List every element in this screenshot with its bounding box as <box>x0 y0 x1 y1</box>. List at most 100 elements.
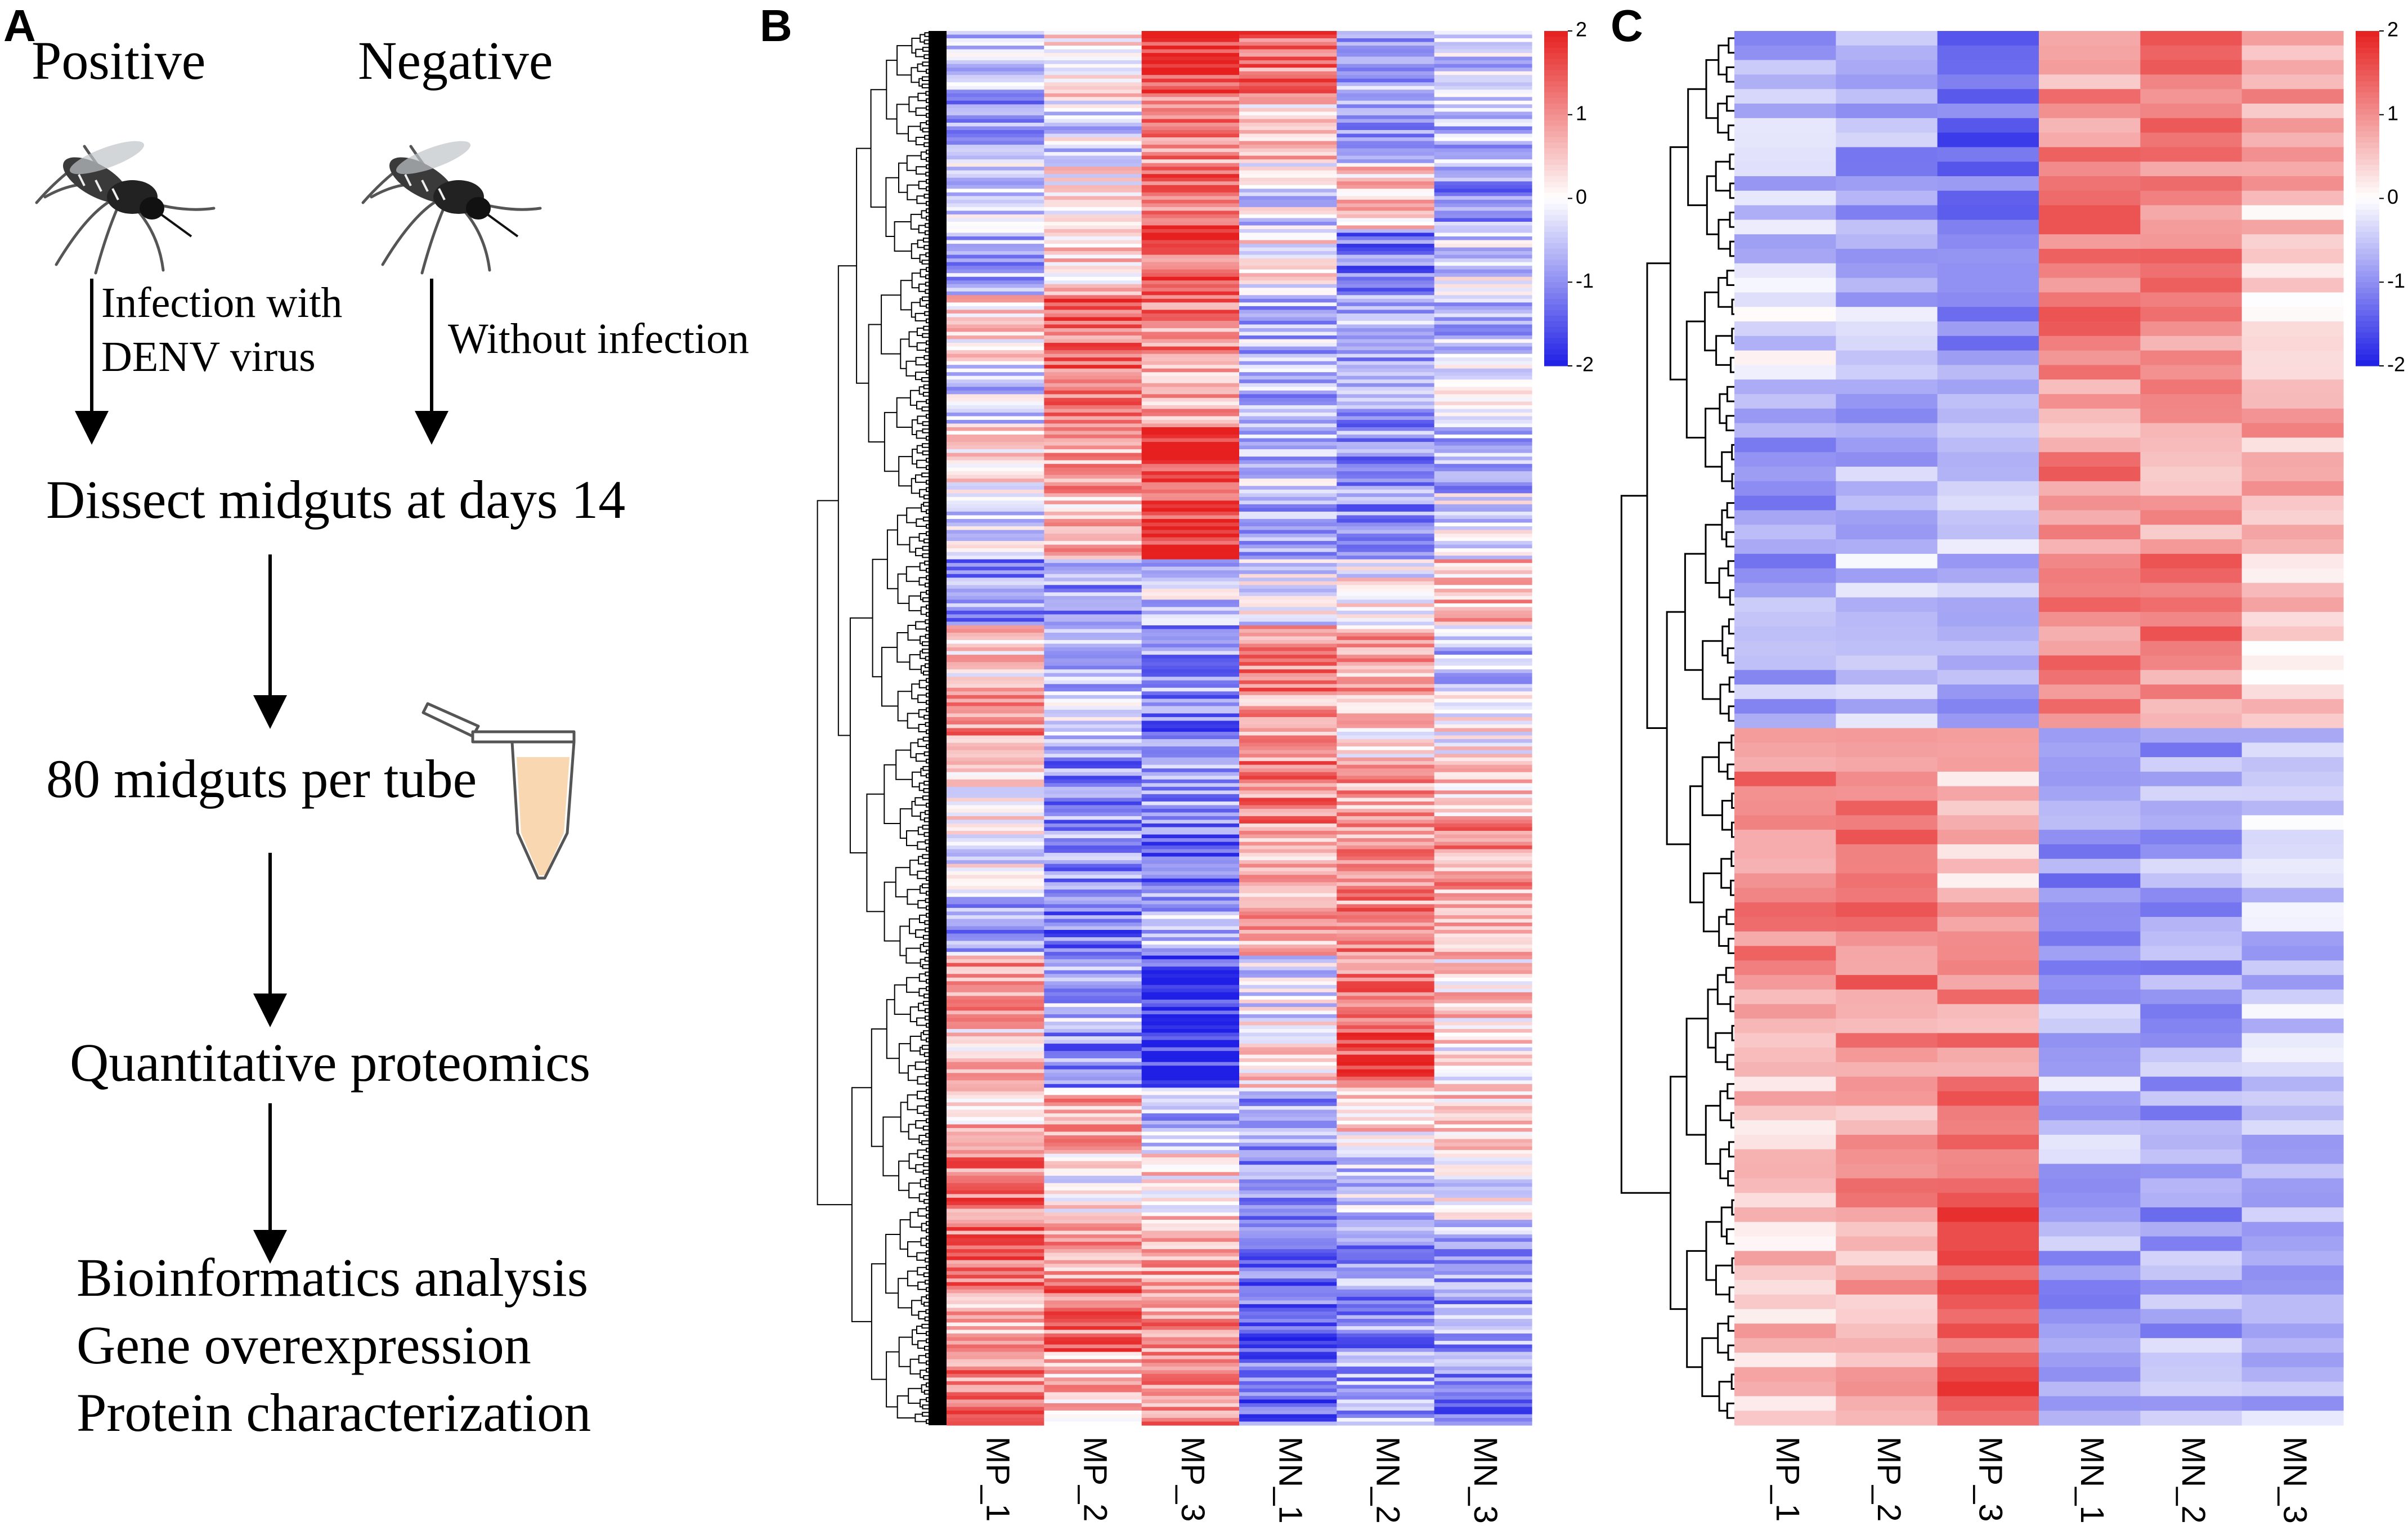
heatmap-cell <box>1141 566 1240 571</box>
heatmap-cell <box>1337 959 1435 964</box>
heatmap-cell <box>1434 1296 1532 1301</box>
heatmap-cell <box>1141 695 1240 699</box>
heatmap-cell <box>1337 633 1435 637</box>
heatmap-cell <box>1141 831 1240 835</box>
heatmap-cell <box>947 203 1044 208</box>
heatmap-cell <box>1337 834 1435 839</box>
heatmap-cell <box>1141 1006 1240 1012</box>
heatmap-cell <box>2140 74 2243 89</box>
heatmap-cell <box>947 750 1044 754</box>
heatmap-cell <box>947 570 1044 575</box>
colorbar-segment <box>1544 321 1568 328</box>
heatmap-cell <box>1337 229 1435 234</box>
dendrogram-branch <box>1731 444 1734 460</box>
heatmap-cell <box>2039 1149 2141 1165</box>
heatmap-cell <box>1434 97 1532 101</box>
colorbar: 210-1-2 <box>2356 18 2405 376</box>
heatmap-cell <box>1337 159 1435 164</box>
column-label-mp-1: MP_1 <box>1769 1437 1806 1522</box>
heatmap-cell <box>1434 534 1532 538</box>
dendrogram-branch <box>1705 1221 1722 1281</box>
heatmap-cell <box>1141 361 1240 365</box>
heatmap-cell <box>1337 607 1435 611</box>
heatmap-cell <box>947 218 1044 222</box>
heatmap-cell <box>1836 1236 1938 1251</box>
heatmap-cell <box>947 115 1044 120</box>
heatmap-cell <box>1044 1223 1142 1228</box>
heatmap-cell <box>2039 1062 2141 1077</box>
heatmap-cell <box>1337 614 1435 619</box>
heatmap-cell <box>1337 680 1435 684</box>
heatmap-cell <box>1044 845 1142 850</box>
heatmap-cell <box>1434 548 1532 553</box>
heatmap-cell <box>1239 853 1337 857</box>
heatmap-cell <box>1044 203 1142 208</box>
heatmap-cell <box>1337 1318 1435 1323</box>
heatmap-cell <box>1836 495 1938 511</box>
heatmap-cell <box>1044 621 1142 626</box>
heatmap-cell <box>1141 196 1240 200</box>
heatmap-cell <box>1044 816 1142 821</box>
heatmap-cell <box>1141 633 1240 637</box>
heatmap-cell <box>2140 1004 2243 1019</box>
heatmap-cell <box>1239 1135 1337 1140</box>
heatmap-cell <box>2241 1076 2344 1092</box>
heatmap-cell <box>2140 1323 2243 1339</box>
heatmap-cell <box>1239 276 1337 281</box>
colorbar-segment <box>1544 36 1568 43</box>
heatmap-cell <box>1141 320 1240 325</box>
heatmap-cell <box>1434 1003 1532 1008</box>
colorbar-segment <box>2356 59 2379 65</box>
heatmap-cell <box>1734 510 1836 525</box>
heatmap-cell <box>1337 1399 1435 1404</box>
heatmap-cell <box>1937 975 2039 990</box>
heatmap-cell <box>1434 772 1532 776</box>
heatmap-cell <box>1239 1395 1337 1400</box>
heatmap-cell <box>1044 808 1142 813</box>
heatmap-cell <box>947 1168 1044 1173</box>
heatmap-cell <box>1044 889 1142 894</box>
heatmap-cell <box>1044 1032 1142 1037</box>
heatmap-cell <box>1734 655 1836 670</box>
heatmap-cell <box>1434 574 1532 578</box>
heatmap-cell <box>1734 858 1836 874</box>
heatmap-cell <box>1337 658 1435 663</box>
heatmap-cell <box>1836 1018 1938 1033</box>
heatmap-cell <box>1044 537 1142 542</box>
heatmap-cell <box>2241 1381 2344 1397</box>
heatmap-cell <box>1836 873 1938 888</box>
heatmap-cell <box>1239 177 1337 182</box>
heatmap-cell <box>1141 122 1240 127</box>
heatmap-cell <box>1239 1201 1337 1206</box>
heatmap-cell <box>2241 1163 2344 1179</box>
heatmap-cell <box>1239 651 1337 655</box>
heatmap-cell <box>947 1212 1044 1217</box>
heatmap-cell <box>947 808 1044 813</box>
heatmap-cell <box>1937 641 2039 656</box>
heatmap-cell <box>1337 394 1435 399</box>
heatmap-cell <box>1044 1131 1142 1136</box>
heatmap-cell <box>2241 742 2344 758</box>
heatmap-cell <box>1239 1377 1337 1382</box>
heatmap-cell <box>1044 427 1142 432</box>
heatmap-cell <box>1337 167 1435 171</box>
heatmap-cell <box>1836 684 1938 700</box>
heatmap-cell <box>1141 1040 1240 1044</box>
heatmap-cell <box>2039 670 2141 685</box>
heatmap-cell <box>1239 1230 1337 1235</box>
heatmap-cell <box>1337 416 1435 420</box>
heatmap-cell <box>2140 844 2243 860</box>
heatmap-cell <box>1239 889 1337 894</box>
heatmap-cell <box>1044 232 1142 237</box>
heatmap-cell <box>1434 236 1532 241</box>
heatmap-cell <box>2039 1352 2141 1368</box>
colorbar-segment <box>2356 47 2379 54</box>
heatmap-cell <box>1434 552 1532 556</box>
heatmap-cell <box>1337 522 1435 527</box>
heatmap-cell <box>1044 1373 1142 1378</box>
heatmap-cell <box>1337 566 1435 571</box>
heatmap-cell <box>1434 1392 1532 1397</box>
heatmap-cell <box>1044 588 1142 593</box>
heatmap-cell <box>2039 220 2141 235</box>
heatmap-cell <box>1141 339 1240 343</box>
